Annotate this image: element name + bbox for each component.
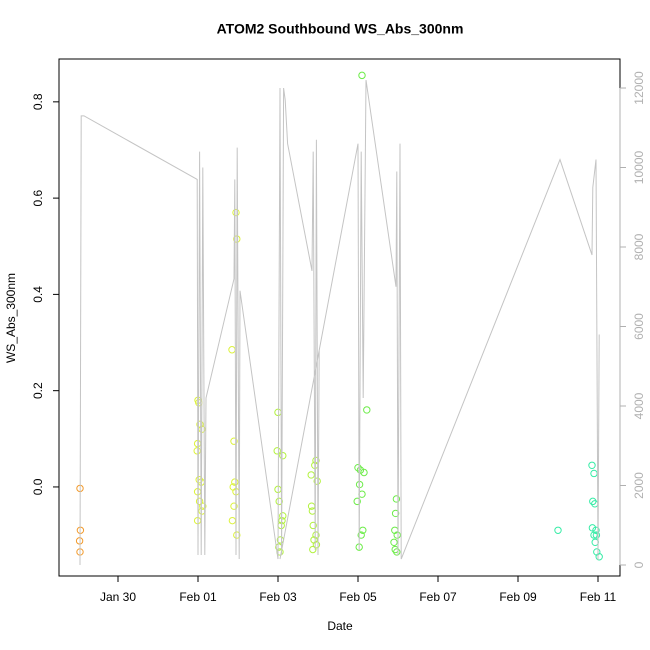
y-tick-label: 0.2 xyxy=(31,382,45,399)
point xyxy=(231,478,239,486)
x-tick-label: Feb 09 xyxy=(499,590,537,604)
point xyxy=(195,476,203,484)
point xyxy=(232,208,240,217)
point xyxy=(590,531,598,539)
point xyxy=(233,531,241,539)
point xyxy=(592,531,601,539)
point xyxy=(199,502,207,510)
point xyxy=(595,553,603,561)
point xyxy=(360,468,368,477)
point xyxy=(309,521,317,530)
plot-area xyxy=(75,71,603,565)
point xyxy=(275,497,283,506)
y-axis-label: WS_Abs_300nm xyxy=(4,273,18,363)
point xyxy=(312,531,320,539)
point xyxy=(357,531,365,539)
y2-tick-label: 10000 xyxy=(632,151,646,185)
point xyxy=(230,502,238,510)
point xyxy=(353,497,361,506)
y-tick-label: 0.8 xyxy=(31,93,45,110)
y2-line xyxy=(79,79,600,565)
x-tick-label: Feb 01 xyxy=(179,590,217,604)
point xyxy=(393,548,401,556)
point xyxy=(358,71,366,80)
point xyxy=(309,545,317,554)
point xyxy=(273,447,281,455)
x-tick-label: Feb 07 xyxy=(419,590,457,604)
y-tick-label: 0.0 xyxy=(31,478,45,495)
point xyxy=(279,512,287,520)
y2-axis: 0 2000 4000 6000 8000 10000 12000 xyxy=(619,71,646,568)
y2-tick-label: 0 xyxy=(632,561,646,568)
y2-tick-label: 8000 xyxy=(632,233,646,260)
y2-tick-label: 6000 xyxy=(632,313,646,340)
point xyxy=(554,526,562,534)
chart-title: ATOM2 Southbound WS_Abs_300nm xyxy=(217,21,464,37)
y2-tick-label: 2000 xyxy=(632,472,646,499)
point xyxy=(390,538,398,547)
x-tick-label: Feb 03 xyxy=(259,590,297,604)
point xyxy=(363,406,371,414)
point xyxy=(393,531,401,539)
y-tick-label: 0.6 xyxy=(31,189,45,206)
point xyxy=(312,541,321,549)
point xyxy=(313,477,321,485)
point xyxy=(312,456,320,465)
y-tick-label: 0.4 xyxy=(31,286,45,303)
point xyxy=(592,526,600,534)
point xyxy=(391,509,400,518)
point xyxy=(196,420,204,429)
x-axis-label: Date xyxy=(327,619,353,633)
point xyxy=(279,451,287,460)
point xyxy=(589,497,597,506)
y2-tick-label: 12000 xyxy=(632,71,646,105)
x-tick-label: Jan 30 xyxy=(100,590,136,604)
x-tick-label: Feb 11 xyxy=(580,590,617,604)
point xyxy=(588,461,596,469)
x-tick-label: Feb 05 xyxy=(339,590,377,604)
point xyxy=(230,437,238,445)
point xyxy=(392,495,401,503)
y2-tick-label: 4000 xyxy=(632,392,646,419)
point xyxy=(354,463,362,472)
